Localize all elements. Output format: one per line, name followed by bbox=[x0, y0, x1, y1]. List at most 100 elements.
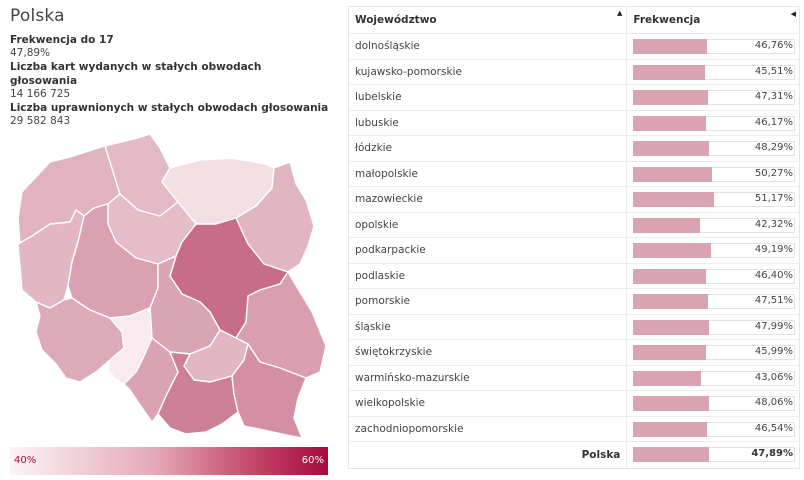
turnout-cell: 42,32% bbox=[627, 213, 799, 238]
turnout-bar bbox=[633, 319, 709, 335]
table-row: małopolskie 50,27% bbox=[349, 161, 799, 187]
legend-min-label: 40% bbox=[14, 455, 37, 466]
region-name: podkarpackie bbox=[349, 238, 628, 263]
region-name: pomorskie bbox=[349, 289, 628, 314]
table-row: kujawsko-pomorskie 45,51% bbox=[349, 59, 799, 85]
column-header-turnout-label: Frekwencja bbox=[633, 14, 701, 26]
turnout-cell: 46,40% bbox=[627, 264, 799, 289]
turnout-value: 43,06% bbox=[754, 371, 793, 383]
table-row: śląskie 47,99% bbox=[349, 314, 799, 340]
region-name: lubuskie bbox=[349, 110, 628, 135]
legend-max-label: 60% bbox=[301, 455, 324, 466]
turnout-cell: 46,76% bbox=[627, 34, 799, 59]
turnout-cell: 47,51% bbox=[627, 289, 799, 314]
voters-value: 29 582 843 bbox=[10, 115, 71, 127]
region-podlaskie[interactable] bbox=[235, 161, 315, 273]
turnout-cell: 43,06% bbox=[627, 366, 799, 391]
turnout-bar bbox=[633, 243, 711, 258]
turnout-value: 42,32% bbox=[754, 218, 793, 230]
turnout-value: 51,17% bbox=[754, 193, 793, 204]
ballots-label: Liczba kart wydanych w stałych obwodach … bbox=[10, 61, 262, 87]
turnout-cell: 49,19% bbox=[627, 238, 799, 263]
turnout-value: 48,06% bbox=[754, 397, 793, 408]
region-name: wielkopolskie bbox=[349, 391, 628, 416]
turnout-value: 47,89% bbox=[10, 47, 51, 59]
turnout-cell: 46,17% bbox=[627, 111, 799, 136]
region-name: mazowieckie bbox=[349, 187, 628, 212]
turnout-bar bbox=[633, 421, 707, 437]
color-scale-legend: 40% 60% bbox=[10, 447, 328, 475]
table-row: podkarpackie 49,19% bbox=[349, 238, 799, 264]
turnout-bar bbox=[633, 370, 702, 386]
turnout-value: 48,29% bbox=[754, 142, 793, 153]
region-podkarpackie[interactable] bbox=[231, 343, 307, 439]
region-name: śląskie bbox=[349, 314, 628, 339]
table-row: łódzkie 48,29% bbox=[349, 136, 799, 162]
region-name: zachodniopomorskie bbox=[349, 416, 628, 441]
turnout-value: 47,99% bbox=[754, 320, 793, 332]
turnout-table: Województwo ▲ Frekwencja ◀ dolnośląskie 4… bbox=[348, 6, 800, 469]
region-name: kujawsko-pomorskie bbox=[349, 59, 628, 84]
table-body: dolnośląskie 46,76% kujawsko-pomorskie 45,5… bbox=[349, 34, 799, 468]
table-header: Województwo ▲ Frekwencja ◀ bbox=[349, 7, 799, 34]
column-header-region[interactable]: Województwo ▲ bbox=[349, 7, 628, 33]
turnout-cell: 48,06% bbox=[627, 391, 799, 416]
sort-toggle-icon[interactable]: ◀ bbox=[790, 10, 796, 18]
turnout-cell: 47,31% bbox=[627, 85, 799, 110]
sort-ascending-icon[interactable]: ▲ bbox=[616, 9, 623, 17]
turnout-value: 46,54% bbox=[754, 422, 793, 434]
turnout-bar bbox=[633, 64, 705, 80]
turnout-value: 45,51% bbox=[754, 65, 793, 77]
turnout-bar bbox=[633, 39, 707, 54]
region-name: dolnośląskie bbox=[349, 34, 628, 59]
total-label: Polska bbox=[349, 442, 628, 468]
poland-map bbox=[10, 132, 330, 444]
turnout-bar bbox=[633, 90, 708, 105]
table-row: dolnośląskie 46,76% bbox=[349, 34, 799, 60]
turnout-value: 47,31% bbox=[754, 91, 793, 102]
table-row: lubelskie 47,31% bbox=[349, 85, 799, 111]
turnout-cell: 47,89% bbox=[627, 442, 799, 468]
region-malopolskie[interactable] bbox=[157, 351, 239, 435]
table-row: mazowieckie 51,17% bbox=[349, 187, 799, 213]
turnout-bar bbox=[633, 396, 709, 411]
turnout-cell: 50,27% bbox=[627, 162, 799, 187]
table-row: wielkopolskie 48,06% bbox=[349, 391, 799, 417]
region-name: warmińsko-mazurskie bbox=[349, 365, 628, 390]
column-header-turnout[interactable]: Frekwencja ◀ bbox=[627, 7, 799, 33]
turnout-cell: 46,54% bbox=[627, 417, 799, 442]
turnout-value: 45,99% bbox=[754, 346, 793, 357]
turnout-bar bbox=[633, 447, 709, 462]
region-name: lubelskie bbox=[349, 85, 628, 110]
turnout-cell: 45,51% bbox=[627, 60, 799, 85]
turnout-value: 50,27% bbox=[754, 167, 793, 179]
table-total-row: Polska 47,89% bbox=[349, 442, 799, 468]
table-row: warmińsko-mazurskie 43,06% bbox=[349, 365, 799, 391]
voters-label: Liczba uprawnionych w stałych obwodach g… bbox=[10, 102, 329, 114]
summary-panel: Polska Frekwencja do 17 47,89% Liczba ka… bbox=[10, 6, 330, 476]
turnout-cell: 45,99% bbox=[627, 340, 799, 365]
region-name: małopolskie bbox=[349, 161, 628, 186]
table-row: lubuskie 46,17% bbox=[349, 110, 799, 136]
ballots-value: 14 166 725 bbox=[10, 88, 71, 100]
turnout-value: 47,51% bbox=[754, 295, 793, 306]
region-name: podlaskie bbox=[349, 263, 628, 288]
turnout-bar bbox=[633, 192, 714, 207]
turnout-bar bbox=[633, 268, 707, 284]
page-title: Polska bbox=[10, 6, 65, 26]
table-row: świętokrzyskie 45,99% bbox=[349, 340, 799, 366]
region-name: łódzkie bbox=[349, 136, 628, 161]
column-header-region-label: Województwo bbox=[355, 14, 437, 26]
turnout-bar bbox=[633, 115, 706, 131]
turnout-value: 49,19% bbox=[754, 244, 793, 255]
table-row: podlaskie 46,40% bbox=[349, 263, 799, 289]
region-name: świętokrzyskie bbox=[349, 340, 628, 365]
turnout-value: 46,17% bbox=[754, 116, 793, 128]
turnout-bar bbox=[633, 294, 709, 309]
turnout-cell: 48,29% bbox=[627, 136, 799, 161]
turnout-cell: 51,17% bbox=[627, 187, 799, 212]
table-row: pomorskie 47,51% bbox=[349, 289, 799, 315]
turnout-bar bbox=[633, 141, 710, 156]
turnout-cell: 47,99% bbox=[627, 315, 799, 340]
turnout-bar bbox=[633, 217, 700, 233]
